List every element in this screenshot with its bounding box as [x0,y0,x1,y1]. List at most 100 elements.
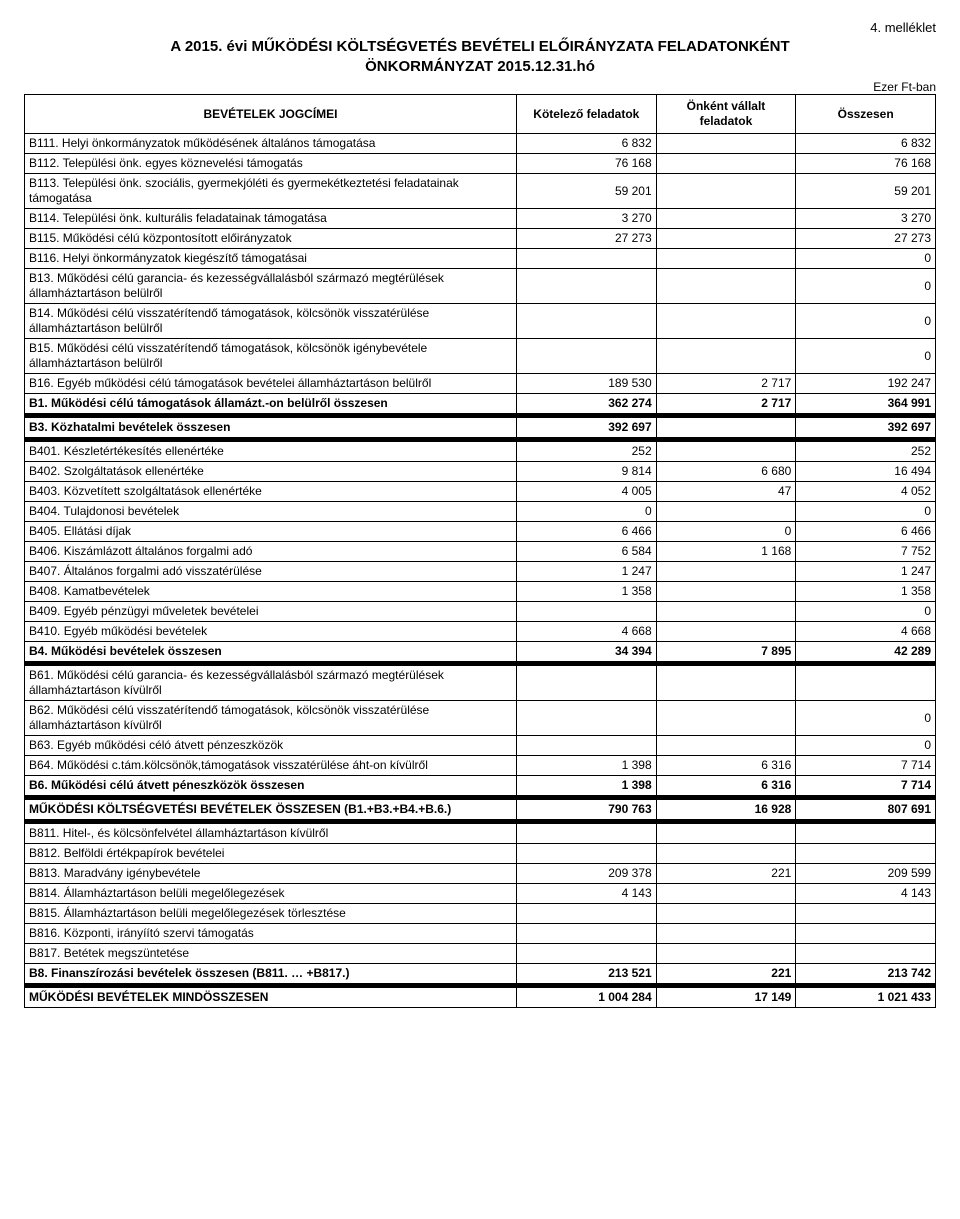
row-value: 7 714 [796,756,936,776]
row-value: 189 530 [516,374,656,394]
table-row: B116. Helyi önkormányzatok kiegészítő tá… [25,249,936,269]
row-value [656,209,796,229]
title-line-1: A 2015. évi MŰKÖDÉSI KÖLTSÉGVETÉS BEVÉTE… [170,38,789,55]
table-header-row: BEVÉTELEK JOGCÍMEI Kötelező feladatok Ön… [25,95,936,134]
row-value: 0 [796,339,936,374]
table-row: B16. Egyéb működési célú támogatások bev… [25,374,936,394]
row-value [796,904,936,924]
row-value: 9 814 [516,462,656,482]
row-value [656,174,796,209]
row-value: 4 005 [516,482,656,502]
row-value: 0 [796,304,936,339]
row-value [656,229,796,249]
row-value: 7 895 [656,642,796,662]
row-value: 47 [656,482,796,502]
row-value: 0 [796,269,936,304]
row-label: B814. Államháztartáson belüli megelőlege… [25,884,517,904]
row-value: 1 004 284 [516,988,656,1008]
table-row: B817. Betétek megszüntetése [25,944,936,964]
row-value: 3 270 [516,209,656,229]
row-label: B114. Települési önk. kulturális feladat… [25,209,517,229]
row-label: B403. Közvetített szolgáltatások ellenér… [25,482,517,502]
col-header-mandatory: Kötelező feladatok [516,95,656,134]
row-label: B402. Szolgáltatások ellenértéke [25,462,517,482]
row-value: 4 668 [796,622,936,642]
row-value: 6 832 [796,134,936,154]
row-value [656,701,796,736]
row-label: B14. Működési célú visszatérítendő támog… [25,304,517,339]
col-header-label: BEVÉTELEK JOGCÍMEI [25,95,517,134]
table-row: B401. Készletértékesítés ellenértéke2522… [25,442,936,462]
row-value: 0 [516,502,656,522]
row-value [516,844,656,864]
table-row: B813. Maradvány igénybevétele209 3782212… [25,864,936,884]
row-value [516,666,656,701]
row-value: 7 752 [796,542,936,562]
row-label: B815. Államháztartáson belüli megelőlege… [25,904,517,924]
row-value: 0 [796,249,936,269]
row-value: 1 398 [516,756,656,776]
row-value [656,622,796,642]
row-label: B61. Működési célú garancia- és kezesség… [25,666,517,701]
unit-label: Ezer Ft-ban [24,80,936,94]
row-value: 1 398 [516,776,656,796]
row-value [516,944,656,964]
row-label: B113. Települési önk. szociális, gyermek… [25,174,517,209]
table-row: B13. Működési célú garancia- és kezesség… [25,269,936,304]
table-row: B1. Működési célú támogatások államázt.-… [25,394,936,414]
row-value [656,339,796,374]
row-label: B404. Tulajdonosi bevételek [25,502,517,522]
row-value: 1 358 [796,582,936,602]
row-label: B409. Egyéb pénzügyi műveletek bevételei [25,602,517,622]
row-value: 252 [516,442,656,462]
row-value: 4 668 [516,622,656,642]
row-value: 362 274 [516,394,656,414]
table-row: B408. Kamatbevételek1 3581 358 [25,582,936,602]
row-value [656,134,796,154]
row-value [516,269,656,304]
row-label: B112. Települési önk. egyes köznevelési … [25,154,517,174]
table-row: B113. Települési önk. szociális, gyermek… [25,174,936,209]
row-label: B16. Egyéb működési célú támogatások bev… [25,374,517,394]
table-row: B61. Működési célú garancia- és kezesség… [25,666,936,701]
table-row: B111. Helyi önkormányzatok működésének á… [25,134,936,154]
row-value: 6 832 [516,134,656,154]
row-value: 27 273 [516,229,656,249]
row-value: 76 168 [796,154,936,174]
row-label: B15. Működési célú visszatérítendő támog… [25,339,517,374]
row-value [516,701,656,736]
row-value: 0 [656,522,796,542]
row-value [656,582,796,602]
row-value: 59 201 [796,174,936,209]
row-value: 6 466 [796,522,936,542]
table-row: B64. Működési c.tám.kölcsönök,támogatáso… [25,756,936,776]
row-value [656,904,796,924]
table-row: B814. Államháztartáson belüli megelőlege… [25,884,936,904]
table-row: B404. Tulajdonosi bevételek00 [25,502,936,522]
table-row: B409. Egyéb pénzügyi műveletek bevételei… [25,602,936,622]
table-row: B112. Települési önk. egyes köznevelési … [25,154,936,174]
row-value [656,418,796,438]
row-value: 34 394 [516,642,656,662]
row-value: 2 717 [656,394,796,414]
table-row: B812. Belföldi értékpapírok bevételei [25,844,936,864]
page-title: A 2015. évi MŰKÖDÉSI KÖLTSÉGVETÉS BEVÉTE… [24,37,936,76]
row-value: 4 052 [796,482,936,502]
row-label: B812. Belföldi értékpapírok bevételei [25,844,517,864]
row-value: 1 247 [796,562,936,582]
table-row: B8. Finanszírozási bevételek összesen (B… [25,964,936,984]
row-value [656,249,796,269]
row-value: 42 289 [796,642,936,662]
row-label: MŰKÖDÉSI BEVÉTELEK MINDÖSSZESEN [25,988,517,1008]
table-row: B15. Működési célú visszatérítendő támog… [25,339,936,374]
row-value: 16 928 [656,800,796,820]
row-label: B813. Maradvány igénybevétele [25,864,517,884]
row-label: B817. Betétek megszüntetése [25,944,517,964]
row-value: 6 316 [656,756,796,776]
row-value: 192 247 [796,374,936,394]
row-value: 3 270 [796,209,936,229]
table-row: B14. Működési célú visszatérítendő támog… [25,304,936,339]
row-value [796,824,936,844]
row-label: B3. Közhatalmi bevételek összesen [25,418,517,438]
table-row: MŰKÖDÉSI BEVÉTELEK MINDÖSSZESEN1 004 284… [25,988,936,1008]
